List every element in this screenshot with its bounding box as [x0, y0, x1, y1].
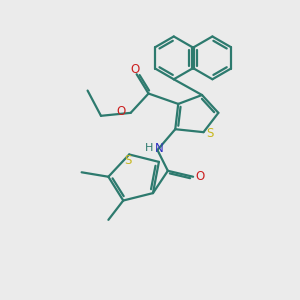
- Text: H: H: [145, 142, 153, 153]
- Text: S: S: [124, 154, 131, 167]
- Text: O: O: [130, 63, 140, 76]
- Text: N: N: [154, 142, 163, 155]
- Text: O: O: [195, 170, 204, 183]
- Text: O: O: [116, 105, 126, 118]
- Text: S: S: [206, 127, 214, 140]
